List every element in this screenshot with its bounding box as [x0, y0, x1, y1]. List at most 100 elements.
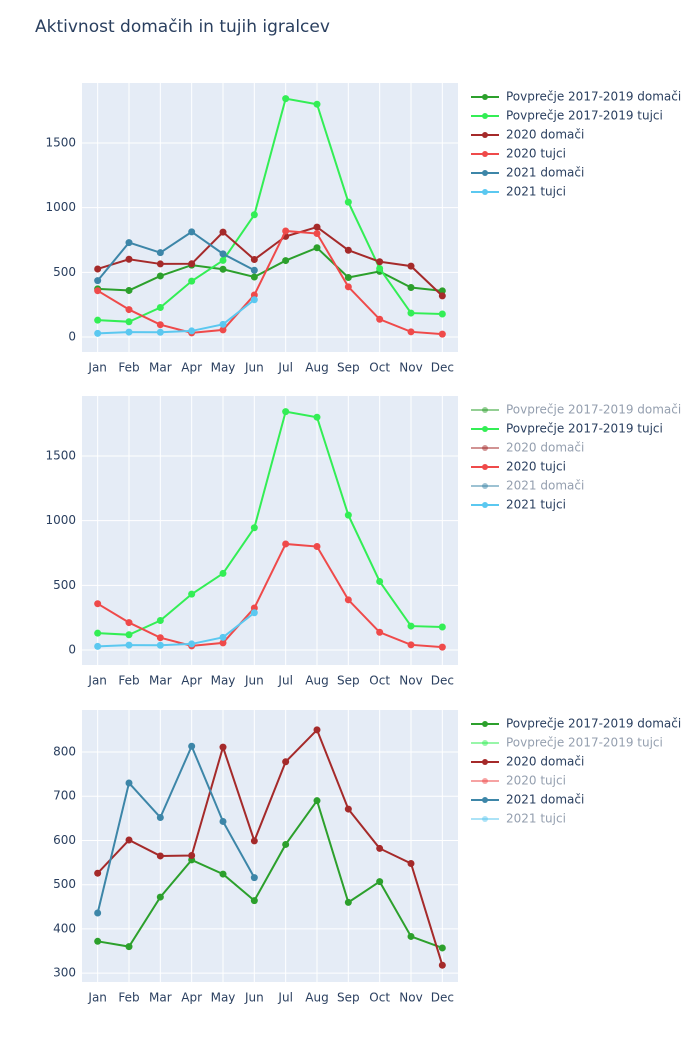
y-tick-label: 500	[53, 265, 76, 279]
data-point	[313, 244, 321, 252]
legend-label[interactable]: Povprečje 2017-2019 domači	[506, 403, 681, 417]
data-point	[219, 326, 227, 334]
legend-marker[interactable]	[482, 94, 488, 100]
data-point	[94, 909, 102, 917]
data-point	[125, 779, 133, 787]
legend-label[interactable]: 2020 tujci	[506, 774, 566, 788]
data-point	[94, 600, 102, 608]
data-point	[407, 283, 415, 291]
data-point	[438, 623, 446, 631]
legend-marker[interactable]	[482, 464, 488, 470]
data-point	[125, 318, 133, 326]
series-line	[97, 97, 443, 323]
legend-label[interactable]: 2020 domači	[506, 441, 584, 455]
x-tick-label: May	[211, 361, 236, 375]
data-point	[250, 211, 258, 219]
series-line	[97, 410, 443, 636]
legend-marker[interactable]	[482, 407, 488, 413]
legend-marker[interactable]	[482, 740, 488, 746]
legend-marker[interactable]	[482, 113, 488, 119]
legend-marker[interactable]	[482, 502, 488, 508]
legend-label[interactable]: 2020 tujci	[506, 460, 566, 474]
data-point	[219, 250, 227, 258]
legend-label[interactable]: 2021 tujci	[506, 185, 566, 199]
x-tick-label: Feb	[118, 361, 139, 375]
data-point	[282, 227, 290, 235]
data-point	[250, 897, 258, 905]
y-tick-label: 400	[53, 921, 76, 935]
legend-marker[interactable]	[482, 816, 488, 822]
x-tick-label: Dec	[431, 361, 454, 375]
x-tick-label: Oct	[369, 361, 390, 375]
legend-label[interactable]: 2020 tujci	[506, 147, 566, 161]
data-point	[94, 265, 102, 273]
data-point	[250, 837, 258, 845]
legend-label[interactable]: 2021 domači	[506, 166, 584, 180]
legend-label[interactable]: Povprečje 2017-2019 tujci	[506, 422, 663, 436]
data-point	[156, 813, 164, 821]
data-point	[188, 327, 196, 335]
legend-label[interactable]: 2020 domači	[506, 755, 584, 769]
x-tick-label: Jun	[244, 361, 264, 375]
data-point	[282, 257, 290, 265]
data-point	[407, 309, 415, 317]
data-point	[188, 742, 196, 750]
data-point	[407, 328, 415, 336]
legend-marker[interactable]	[482, 445, 488, 451]
legend-marker[interactable]	[482, 797, 488, 803]
data-point	[407, 622, 415, 630]
legend-label[interactable]: Povprečje 2017-2019 tujci	[506, 109, 663, 123]
data-point	[438, 643, 446, 651]
legend-marker[interactable]	[482, 132, 488, 138]
legend-marker[interactable]	[482, 189, 488, 195]
data-point	[438, 944, 446, 952]
legend-marker[interactable]	[482, 426, 488, 432]
data-point	[313, 100, 321, 108]
data-point	[313, 413, 321, 421]
data-point	[219, 639, 227, 647]
data-point	[156, 272, 164, 280]
legend-label[interactable]: Povprečje 2017-2019 tujci	[506, 736, 663, 750]
x-tick-label: Nov	[399, 991, 422, 1005]
y-tick-label: 1000	[45, 200, 76, 214]
data-point	[376, 878, 384, 886]
legend-label[interactable]: 2020 domači	[506, 128, 584, 142]
legend-marker[interactable]	[482, 721, 488, 727]
y-tick-label: 800	[53, 745, 76, 759]
data-point	[156, 641, 164, 649]
legend-marker[interactable]	[482, 759, 488, 765]
data-point	[188, 277, 196, 285]
y-tick-label: 0	[68, 642, 76, 656]
data-point	[94, 277, 102, 285]
data-point	[250, 291, 258, 299]
x-tick-label: Jan	[87, 674, 107, 688]
x-tick-label: Oct	[369, 991, 390, 1005]
legend-label[interactable]: 2021 domači	[506, 479, 584, 493]
data-point	[250, 273, 258, 281]
figure-title: Aktivnost domačih in tujih igralcev	[35, 17, 330, 37]
legend-marker[interactable]	[482, 151, 488, 157]
series-line	[97, 225, 444, 297]
x-tick-label: Aug	[305, 361, 328, 375]
data-point	[282, 758, 290, 766]
x-tick-label: Aug	[305, 674, 328, 688]
data-point	[94, 629, 102, 637]
x-tick-label: Nov	[399, 361, 422, 375]
data-point	[250, 266, 258, 274]
legend-label[interactable]: 2021 domači	[506, 793, 584, 807]
legend-label[interactable]: Povprečje 2017-2019 domači	[506, 717, 681, 731]
legend-label[interactable]: 2021 tujci	[506, 812, 566, 826]
legend-marker[interactable]	[482, 778, 488, 784]
data-point	[344, 511, 352, 519]
legend-marker[interactable]	[482, 483, 488, 489]
data-point	[250, 296, 258, 304]
data-point	[156, 304, 164, 312]
data-point	[344, 596, 352, 604]
x-tick-label: Feb	[118, 991, 139, 1005]
data-point	[407, 859, 415, 867]
legend-label[interactable]: 2021 tujci	[506, 498, 566, 512]
y-tick-label: 300	[53, 966, 76, 980]
series-line	[96, 728, 444, 966]
legend-label[interactable]: Povprečje 2017-2019 domači	[506, 90, 681, 104]
legend-marker[interactable]	[482, 170, 488, 176]
